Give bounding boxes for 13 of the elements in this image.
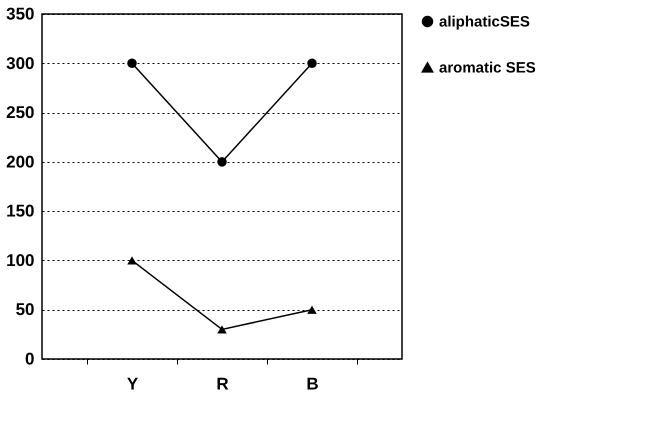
y-tick-label: 150: [6, 202, 34, 221]
y-tick-label: 50: [16, 300, 34, 320]
legend-label: aromatic SES: [439, 60, 536, 76]
x-tick-label: B: [306, 374, 319, 394]
y-tick-label: 200: [6, 152, 34, 172]
x-tick-label: R: [216, 374, 229, 394]
y-tick-label: 300: [6, 54, 34, 73]
legend-label: aliphaticSES: [439, 14, 530, 30]
y-tick-label: 250: [6, 103, 34, 122]
y-tick-label: 0: [25, 350, 34, 368]
x-tick-label: Y: [126, 374, 139, 394]
y-tick-label: 350: [6, 4, 34, 24]
y-tick-label: 100: [6, 250, 34, 270]
